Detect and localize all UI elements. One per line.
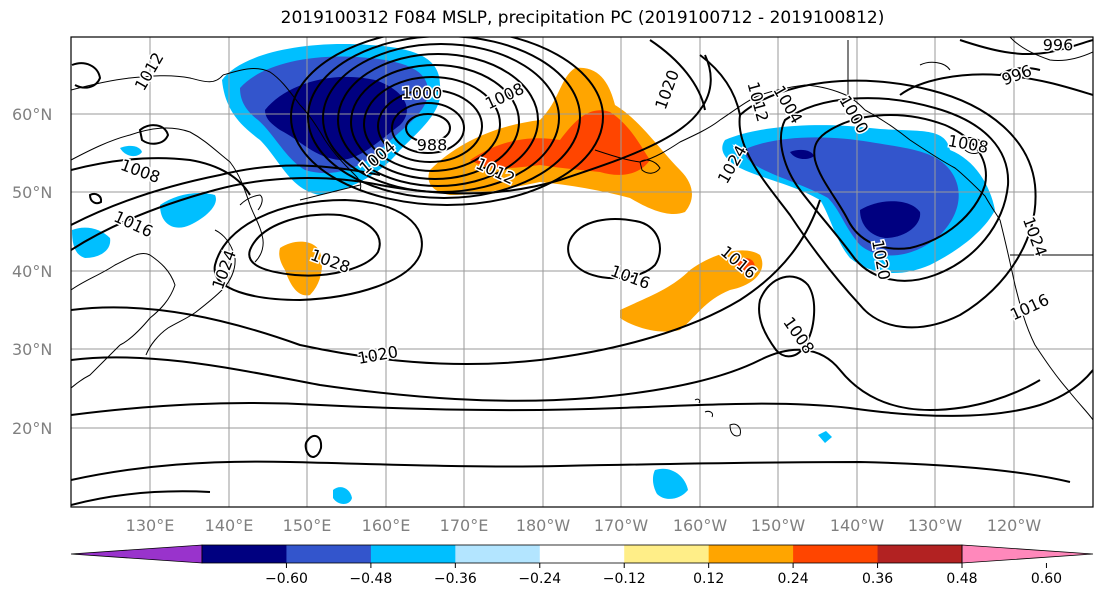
colorbar-swatch <box>624 545 710 563</box>
lat-label: 20°N <box>12 419 52 438</box>
mslp-isobars <box>71 37 1093 506</box>
colorbar-tick-label: 0.60 <box>1031 571 1062 587</box>
contour-label: 1000 <box>400 82 444 104</box>
map-title: 2019100312 F084 MSLP, precipitation PC (… <box>280 8 885 28</box>
lon-label: 130°W <box>908 516 963 535</box>
colorbar-tick-label: −0.12 <box>603 571 646 587</box>
lat-label: 40°N <box>12 262 52 281</box>
colorbar-tick-label: −0.48 <box>349 571 392 587</box>
contour-label-text: 1000 <box>402 84 443 103</box>
colorbar-tick-label: 0.24 <box>778 571 809 587</box>
colorbar-extend-low <box>70 544 203 564</box>
colorbar-tick-label: −0.60 <box>265 571 308 587</box>
latitude-labels: 60°N 50°N 40°N 30°N 20°N <box>12 105 52 438</box>
colorbar-swatch <box>539 545 625 563</box>
colorbar-swatch <box>708 545 794 563</box>
coastlines <box>71 37 1093 437</box>
lon-label: 180°W <box>516 516 571 535</box>
lat-label: 60°N <box>12 105 52 124</box>
colorbar-ticks: −0.60 −0.48 −0.36 −0.24 −0.12 0.12 0.24 0.36 0.4… <box>265 563 1062 587</box>
longitude-labels: 130°E 140°E 150°E 160°E 170°E 180°W 170°… <box>126 516 1042 535</box>
contour-label: 996 <box>1041 34 1075 56</box>
lat-label: 30°N <box>12 340 52 359</box>
colorbar-outline <box>201 544 963 564</box>
lon-label: 160°E <box>362 516 411 535</box>
lon-label: 150°E <box>283 516 332 535</box>
colorbar-tick-label: 0.12 <box>693 571 724 587</box>
contour-label: 988 <box>415 134 449 156</box>
colorbar-swatch <box>370 545 456 563</box>
colorbar-swatch <box>202 545 287 563</box>
precip-positive <box>279 67 763 332</box>
colorbar-tick-label: −0.24 <box>518 571 561 587</box>
map-gridlines <box>71 37 1093 507</box>
colorbar-extend-high <box>961 544 1094 564</box>
colorbar-swatch <box>793 545 879 563</box>
colorbar-swatch <box>286 545 372 563</box>
lon-label: 170°W <box>594 516 649 535</box>
lon-label: 130°E <box>126 516 175 535</box>
colorbar-swatch <box>877 545 963 563</box>
colorbar-tick-label: 0.48 <box>946 571 977 587</box>
colorbar <box>70 544 1094 564</box>
lon-label: 150°W <box>751 516 806 535</box>
lon-label: 140°E <box>205 516 254 535</box>
lon-label: 170°E <box>440 516 489 535</box>
contour-label-text: 988 <box>417 136 448 155</box>
precip-negative-east <box>333 125 995 504</box>
lon-label: 140°W <box>830 516 885 535</box>
lat-label: 50°N <box>12 183 52 202</box>
colorbar-tick-label: 0.36 <box>862 571 893 587</box>
colorbar-swatch <box>455 545 541 563</box>
lon-label: 160°W <box>673 516 728 535</box>
map-frame <box>70 36 1094 508</box>
colorbar-tick-label: −0.36 <box>434 571 477 587</box>
lon-label: 120°W <box>987 516 1042 535</box>
contour-label-text: 996 <box>1043 36 1074 55</box>
